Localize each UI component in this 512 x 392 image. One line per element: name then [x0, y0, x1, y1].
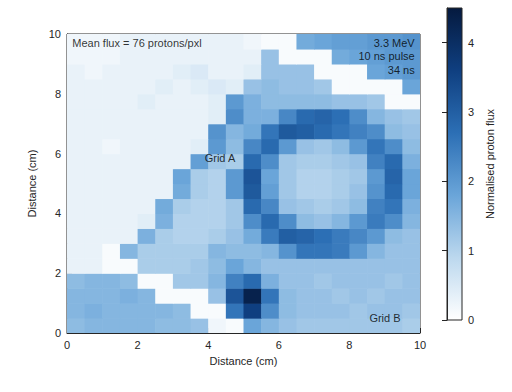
svg-text:3.3 MeV: 3.3 MeV	[374, 37, 416, 49]
svg-text:4: 4	[55, 207, 61, 219]
svg-text:34 ns: 34 ns	[388, 64, 415, 76]
svg-text:Distance (cm): Distance (cm)	[26, 150, 38, 218]
svg-text:4: 4	[205, 339, 211, 351]
svg-text:Grid A: Grid A	[205, 152, 236, 164]
svg-text:8: 8	[55, 88, 61, 100]
svg-text:1: 1	[468, 245, 474, 257]
svg-text:Distance (cm): Distance (cm)	[210, 355, 278, 367]
svg-text:0: 0	[64, 339, 70, 351]
svg-text:2: 2	[468, 175, 474, 187]
svg-text:4: 4	[468, 37, 474, 49]
svg-text:0: 0	[55, 327, 61, 339]
svg-text:8: 8	[346, 339, 352, 351]
svg-text:10: 10	[414, 339, 426, 351]
svg-text:Normalised proton flux: Normalised proton flux	[484, 108, 496, 219]
svg-text:3: 3	[468, 106, 474, 118]
svg-text:0: 0	[468, 314, 474, 326]
svg-text:6: 6	[55, 148, 61, 160]
svg-text:10: 10	[49, 28, 61, 40]
svg-text:Mean flux = 76 protons/pxl: Mean flux = 76 protons/pxl	[72, 37, 201, 49]
svg-text:2: 2	[135, 339, 141, 351]
svg-text:6: 6	[276, 339, 282, 351]
svg-text:2: 2	[55, 267, 61, 279]
svg-text:10 ns pulse: 10 ns pulse	[358, 50, 414, 62]
svg-text:Grid B: Grid B	[369, 312, 400, 324]
